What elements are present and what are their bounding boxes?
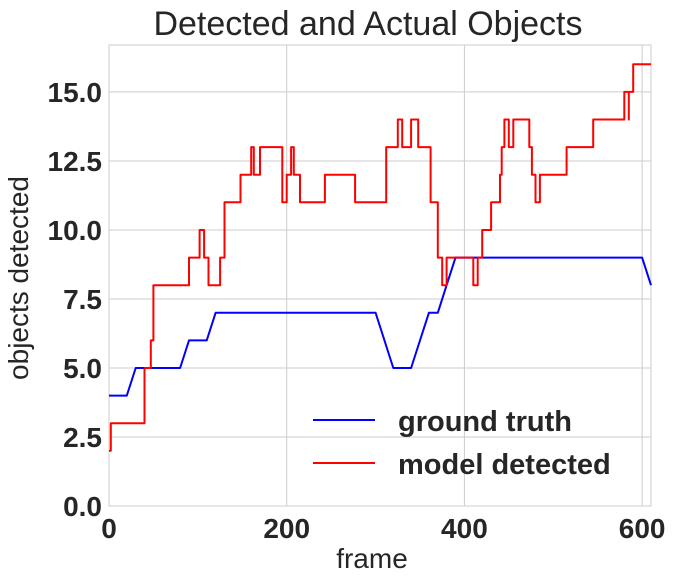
y-tick-label: 15.0	[48, 77, 103, 108]
x-tick-label: 400	[441, 513, 488, 544]
y-tick-label: 2.5	[63, 422, 102, 453]
y-tick-label: 7.5	[63, 284, 102, 315]
x-tick-label: 600	[619, 513, 666, 544]
series-line-model-detected	[109, 63, 651, 452]
chart-title: Detected and Actual Objects	[153, 5, 582, 43]
y-tick-label: 10.0	[48, 215, 103, 246]
y-tick-label: 12.5	[48, 146, 103, 177]
tick-labels: 0 200 400 600 0.0 2.5 5.0 7.5 10.0 12.5 15.0	[48, 77, 666, 544]
x-axis-label: frame	[336, 543, 408, 574]
y-tick-label: 5.0	[63, 353, 102, 384]
plot-frame	[108, 44, 652, 507]
legend-label-ground-truth: ground truth	[398, 406, 572, 438]
legend-label-model-detected: model detected	[398, 449, 611, 481]
x-tick-label: 0	[101, 513, 117, 544]
legend: ground truth model detected	[313, 406, 611, 481]
series-lines	[109, 63, 652, 452]
x-tick-label: 200	[263, 513, 310, 544]
y-axis-label: objects detected	[3, 176, 34, 380]
y-tick-label: 0.0	[63, 491, 102, 522]
